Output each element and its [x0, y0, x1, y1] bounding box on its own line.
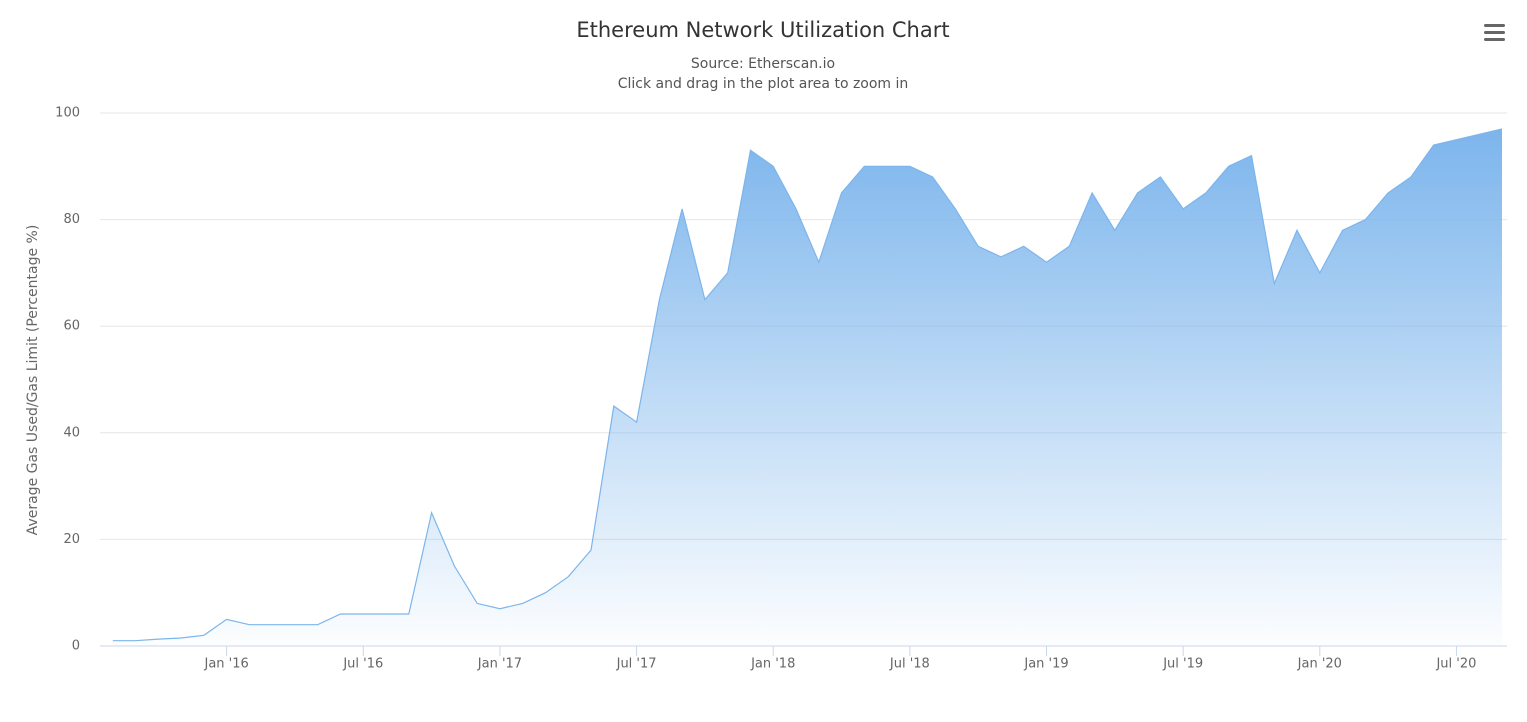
x-tick-label: Jan '17 — [477, 657, 522, 672]
x-tick-label: Jan '20 — [1297, 657, 1342, 672]
x-tick-label: Jan '16 — [203, 657, 248, 672]
x-tick-label: Jul '19 — [1162, 657, 1203, 672]
zoom-note: Click and drag in the plot area to zoom … — [618, 76, 909, 92]
y-tick-label: 60 — [63, 319, 80, 334]
y-tick-label: 80 — [63, 212, 80, 227]
area-line — [112, 128, 1503, 642]
y-tick-label: 20 — [63, 532, 80, 547]
y-tick-label: 0 — [72, 639, 80, 654]
x-tick-label: Jan '18 — [750, 657, 795, 672]
menu-bar[interactable] — [1484, 24, 1505, 27]
x-tick-label: Jul '17 — [616, 657, 657, 672]
area-fill — [112, 129, 1502, 646]
x-tick-label: Jul '20 — [1435, 657, 1476, 672]
y-tick-label: 100 — [55, 106, 80, 121]
menu-button[interactable] — [1484, 24, 1505, 41]
x-tick-label: Jul '16 — [342, 657, 383, 672]
y-axis-title: Average Gas Used/Gas Limit (Percentage %… — [25, 225, 41, 536]
x-tick-label: Jul '18 — [889, 657, 930, 672]
menu-bar[interactable] — [1484, 38, 1505, 41]
chart-title: Ethereum Network Utilization Chart — [576, 18, 949, 42]
menu-bar[interactable] — [1484, 31, 1505, 34]
y-tick-label: 40 — [63, 425, 80, 440]
x-tick-label: Jan '19 — [1023, 657, 1068, 672]
chart-subtitle: Source: Etherscan.io — [691, 56, 835, 72]
